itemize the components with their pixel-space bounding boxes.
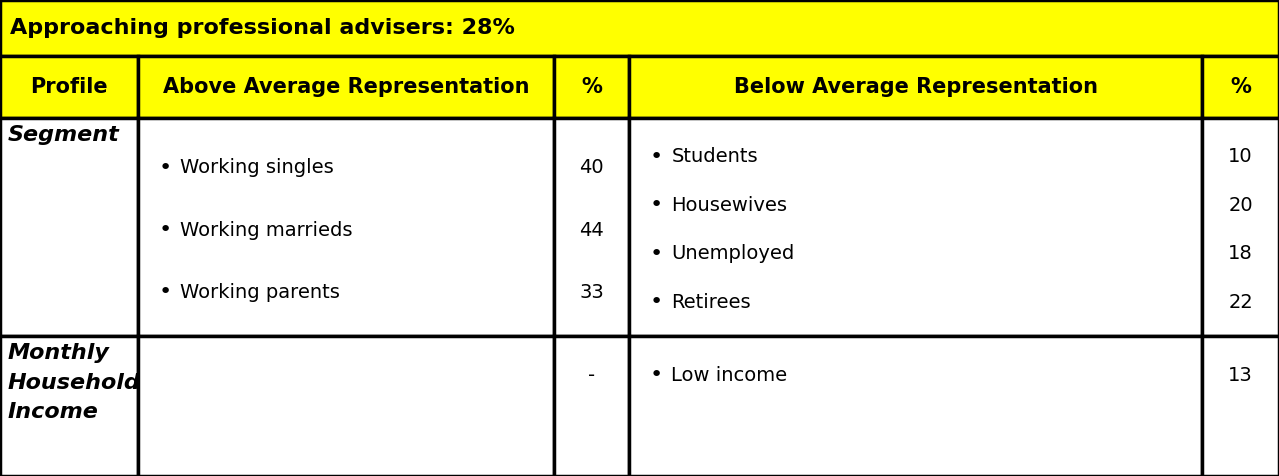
Text: 18: 18: [1228, 244, 1253, 263]
Text: Students: Students: [671, 147, 758, 166]
Bar: [138, 56, 554, 118]
Text: •: •: [650, 195, 663, 215]
Text: •: •: [159, 220, 171, 240]
Text: Retirees: Retirees: [671, 293, 751, 312]
Text: 10: 10: [1228, 147, 1253, 166]
Text: Working marrieds: Working marrieds: [180, 221, 353, 240]
Bar: [554, 336, 629, 476]
Text: Housewives: Housewives: [671, 196, 788, 215]
Text: Unemployed: Unemployed: [671, 244, 794, 263]
Bar: [0, 118, 138, 336]
Text: Working parents: Working parents: [180, 283, 340, 302]
Text: -: -: [588, 366, 595, 385]
Text: •: •: [159, 158, 171, 178]
Bar: [629, 56, 1202, 118]
Bar: [629, 118, 1202, 336]
Text: Segment: Segment: [8, 125, 119, 145]
Text: Low income: Low income: [671, 366, 788, 385]
Bar: [1202, 118, 1279, 336]
Text: %: %: [581, 77, 602, 97]
Text: Above Average Representation: Above Average Representation: [162, 77, 530, 97]
Text: 20: 20: [1228, 196, 1253, 215]
Bar: [554, 118, 629, 336]
Text: Working singles: Working singles: [180, 159, 334, 178]
Text: 40: 40: [579, 159, 604, 178]
Text: 13: 13: [1228, 366, 1253, 385]
Bar: [1202, 56, 1279, 118]
Text: •: •: [650, 244, 663, 264]
Bar: [629, 336, 1202, 476]
Bar: [138, 336, 554, 476]
Text: Monthly
Household
Income: Monthly Household Income: [8, 343, 141, 422]
Bar: [0, 336, 138, 476]
Text: 22: 22: [1228, 293, 1253, 312]
Text: 33: 33: [579, 283, 604, 302]
Bar: [0, 0, 1279, 56]
Text: Profile: Profile: [31, 77, 107, 97]
Text: •: •: [650, 292, 663, 312]
Bar: [138, 118, 554, 336]
Text: Approaching professional advisers: 28%: Approaching professional advisers: 28%: [10, 18, 515, 38]
Bar: [554, 56, 629, 118]
Text: Below Average Representation: Below Average Representation: [734, 77, 1097, 97]
Text: •: •: [650, 147, 663, 167]
Text: %: %: [1230, 77, 1251, 97]
Text: •: •: [159, 282, 171, 302]
Text: •: •: [650, 365, 663, 385]
Bar: [0, 56, 138, 118]
Text: 44: 44: [579, 221, 604, 240]
Bar: [1202, 336, 1279, 476]
